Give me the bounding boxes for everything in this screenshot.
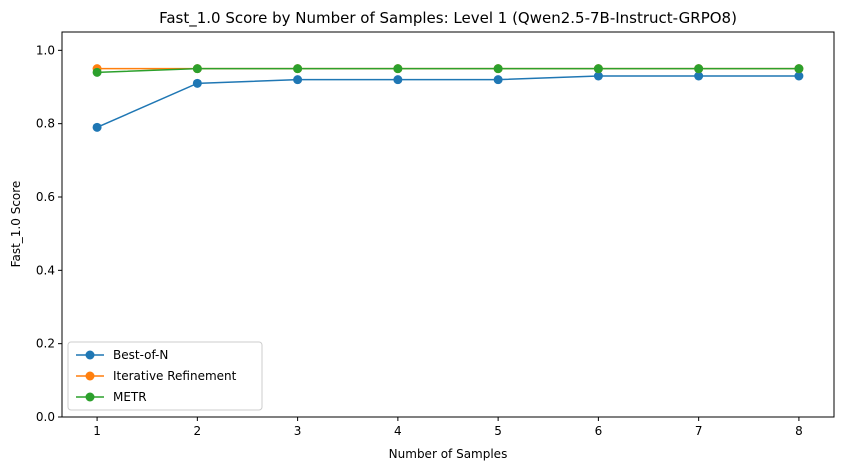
x-tick-label: 8	[795, 424, 803, 438]
data-point	[694, 71, 704, 81]
data-point	[293, 75, 303, 85]
x-axis: 1 2 3 4 5 6 7 8	[93, 417, 803, 438]
y-tick-label: 1.0	[36, 43, 55, 57]
x-tick-label: 7	[695, 424, 703, 438]
legend-label: Iterative Refinement	[113, 369, 237, 383]
x-tick-label: 6	[595, 424, 603, 438]
data-point	[192, 64, 202, 74]
legend: Best-of-N Iterative Refinement METR	[67, 341, 263, 411]
y-tick-label: 0.4	[36, 263, 55, 277]
y-tick-label: 0.6	[36, 190, 55, 204]
series-line	[97, 67, 799, 74]
plot-area	[61, 31, 835, 418]
data-point	[794, 64, 804, 74]
series-line	[96, 75, 799, 129]
series-layer	[92, 64, 804, 132]
legend-label: METR	[113, 390, 147, 404]
legend-marker	[85, 392, 95, 402]
x-tick-label: 4	[394, 424, 402, 438]
legend-box	[67, 341, 263, 411]
y-axis-label: Fast_1.0 Score	[9, 181, 23, 268]
data-point	[92, 67, 102, 77]
data-point	[593, 64, 603, 74]
data-point	[694, 64, 704, 74]
y-axis: 0.0 0.2 0.4 0.6 0.8 1.0	[36, 43, 62, 424]
x-tick-label: 3	[294, 424, 302, 438]
chart-title: Fast_1.0 Score by Number of Samples: Lev…	[159, 9, 737, 28]
x-axis-label: Number of Samples	[389, 447, 508, 461]
data-point	[92, 122, 102, 132]
data-point	[192, 78, 202, 88]
data-point	[493, 75, 503, 85]
data-point	[794, 71, 804, 81]
x-tick-label: 1	[93, 424, 101, 438]
data-point	[293, 64, 303, 74]
x-tick-label: 5	[494, 424, 502, 438]
legend-label: Best-of-N	[113, 348, 168, 362]
legend-marker	[85, 350, 95, 360]
x-tick-label: 2	[194, 424, 202, 438]
series-0	[92, 71, 804, 132]
data-point	[393, 75, 403, 85]
y-tick-label: 0.0	[36, 410, 55, 424]
y-tick-label: 0.8	[36, 117, 55, 131]
plot-frame	[61, 31, 835, 418]
legend-marker	[85, 371, 95, 381]
data-point	[393, 64, 403, 74]
series-2	[92, 64, 804, 77]
data-point	[493, 64, 503, 74]
data-point	[593, 71, 603, 81]
y-tick-label: 0.2	[36, 337, 55, 351]
